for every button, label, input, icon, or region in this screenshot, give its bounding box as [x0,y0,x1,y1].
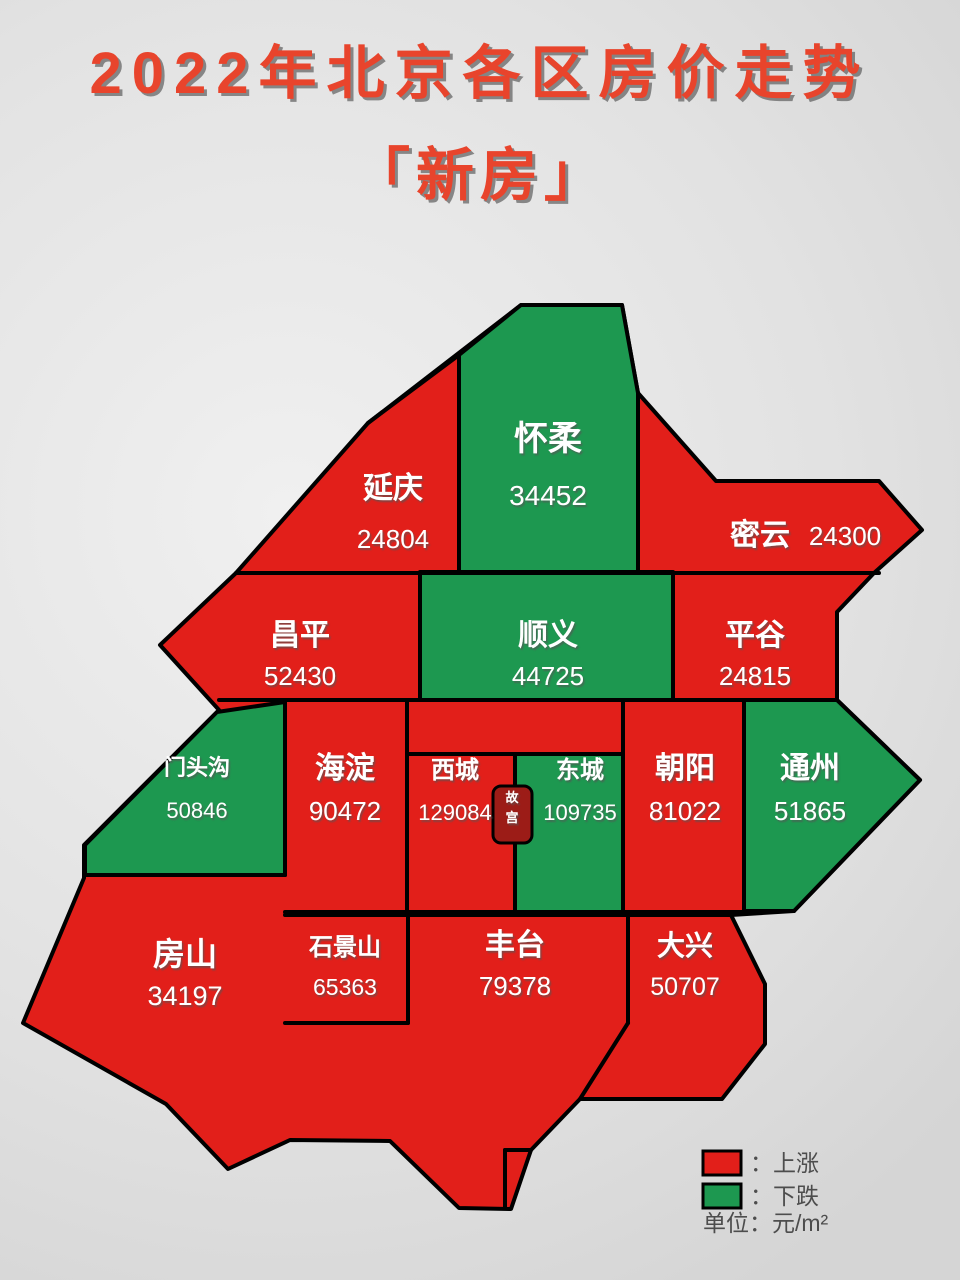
svg-text:朝阳: 朝阳 [655,752,715,785]
svg-text:34452: 34452 [509,480,587,511]
svg-text:79378: 79378 [479,971,551,1001]
svg-text:石景山: 石景山 [308,934,381,961]
svg-text:24300: 24300 [809,521,881,551]
svg-text:44725: 44725 [512,661,584,691]
svg-text:东城: 东城 [556,756,604,784]
svg-text:房山: 房山 [153,936,217,972]
svg-text:丰台: 丰台 [485,928,545,962]
svg-text:：下跌: ：下跌 [750,1183,819,1209]
svg-text:90472: 90472 [309,796,381,826]
svg-text:通州: 通州 [780,752,840,785]
svg-text:24804: 24804 [357,524,429,554]
svg-text:129084: 129084 [418,800,491,825]
svg-text:50707: 50707 [650,973,720,1001]
svg-text:24815: 24815 [719,661,791,691]
svg-text:平谷: 平谷 [725,619,785,652]
svg-text:海淀: 海淀 [315,752,375,785]
svg-text:宫: 宫 [505,810,518,825]
svg-text:顺义: 顺义 [518,619,578,652]
svg-text:52430: 52430 [264,661,336,691]
svg-text:密云: 密云 [730,518,790,552]
svg-text:65363: 65363 [313,974,377,1000]
svg-text:门头沟: 门头沟 [164,755,230,780]
svg-text:西城: 西城 [431,756,479,784]
svg-text:大兴: 大兴 [657,930,713,961]
svg-text:怀柔: 怀柔 [514,420,582,458]
svg-text:51865: 51865 [774,796,846,826]
svg-text:延庆: 延庆 [362,472,423,505]
svg-text:单位：元/m²: 单位：元/m² [703,1210,829,1236]
svg-text:50846: 50846 [166,798,227,823]
svg-text:34197: 34197 [147,981,222,1011]
svg-text:昌平: 昌平 [270,619,330,652]
svg-text:81022: 81022 [649,796,721,826]
svg-text:故: 故 [505,790,519,805]
svg-text:109735: 109735 [543,800,616,825]
svg-text:：上涨: ：上涨 [750,1150,819,1176]
